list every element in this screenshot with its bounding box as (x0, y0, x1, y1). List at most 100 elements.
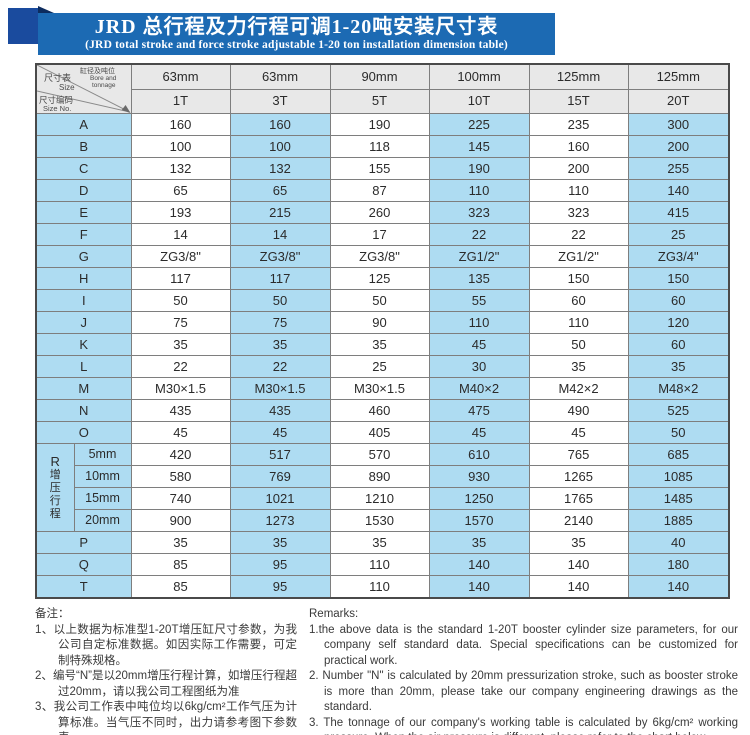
remark-en-item: 1.the above data is the standard 1-20T b… (309, 623, 738, 667)
value-cell: 260 (329, 201, 430, 224)
row-label-cell: P (35, 531, 132, 554)
value-cell: 50 (528, 333, 629, 356)
remarks-cn-heading: 备注： (35, 608, 70, 620)
value-cell: 200 (627, 135, 730, 158)
value-cell: ZG1/2" (428, 245, 530, 268)
value-cell: 900 (130, 509, 231, 532)
bore-header-cell: 125mm (528, 63, 629, 90)
value-cell: 35 (329, 333, 430, 356)
r-subrow-label-cell: 10mm (73, 465, 132, 488)
value-cell: 435 (130, 399, 231, 422)
value-cell: 120 (627, 311, 730, 334)
row-label-cell: E (35, 201, 132, 224)
value-cell: 35 (428, 531, 530, 554)
value-cell: 55 (428, 289, 530, 312)
value-cell: 14 (130, 223, 231, 246)
value-cell: 100 (229, 135, 331, 158)
table-row: I 50 50 50 55 60 60 (35, 289, 730, 312)
value-cell: 405 (329, 421, 430, 444)
value-cell: M30×1.5 (229, 377, 331, 400)
value-cell: 570 (329, 443, 430, 466)
value-cell: 1210 (329, 487, 430, 510)
remark-cn-item: 1、以上数据为标准型1-20T增压缸尺寸参数，为我公司自定标准数据。如因实际工作… (35, 623, 297, 667)
value-cell: 75 (229, 311, 331, 334)
value-cell: 110 (528, 179, 629, 202)
page-subtitle: (JRD total stroke and force stroke adjus… (85, 39, 508, 51)
value-cell: 60 (528, 289, 629, 312)
value-cell: 117 (229, 267, 331, 290)
row-label-cell: G (35, 245, 132, 268)
value-cell: M48×2 (627, 377, 730, 400)
remark-cn-item: 3、我公司工作表中吨位均以6kg/cm²工作气压为计算标准。当气压不同时，出力请… (35, 701, 297, 735)
value-cell: 323 (428, 201, 530, 224)
value-cell: 1530 (329, 509, 430, 532)
remark-cn-item: 2、编号“N”是以20mm增压行程计算，如增压行程超过20mm，请以我公司工程图… (35, 670, 297, 698)
corner-header-cell: 尺寸表 Size 缸径及吨位 Bore and tonnage 尺寸编码 Siz… (35, 63, 132, 114)
table-row: T 85 95 110 140 140 140 (35, 575, 730, 599)
value-cell: 150 (528, 267, 629, 290)
r-subrow-label-cell: 15mm (73, 487, 132, 510)
value-cell: 45 (428, 333, 530, 356)
value-cell: 117 (130, 267, 231, 290)
value-cell: 110 (428, 179, 530, 202)
row-label-cell: Q (35, 553, 132, 576)
dimension-table-body: A 160 160 190 225 235 300 B 100 100 118 145 160 200 C 1… (35, 113, 730, 599)
table-row: J 75 75 90 110 110 120 (35, 311, 730, 334)
page-title: JRD 总行程及力行程可调1-20吨安装尺寸表 (94, 16, 499, 38)
table-row: F 14 14 17 22 22 25 (35, 223, 730, 246)
value-cell: ZG1/2" (528, 245, 629, 268)
value-cell: 193 (130, 201, 231, 224)
value-cell: 415 (627, 201, 730, 224)
value-cell: 35 (329, 531, 430, 554)
value-cell: 765 (528, 443, 629, 466)
value-cell: 1265 (528, 465, 629, 488)
corner-label-bore-cn: 缸径及吨位 (80, 68, 115, 75)
value-cell: 35 (528, 355, 629, 378)
value-cell: 110 (329, 575, 430, 599)
value-cell: 135 (428, 267, 530, 290)
bore-header-cell: 100mm (428, 63, 530, 90)
value-cell: 35 (528, 531, 629, 554)
tonnage-header-cell: 3T (229, 88, 331, 115)
value-cell: M42×2 (528, 377, 629, 400)
value-cell: 25 (329, 355, 430, 378)
value-cell: 580 (130, 465, 231, 488)
value-cell: 14 (229, 223, 331, 246)
value-cell: 890 (329, 465, 430, 488)
value-cell: 140 (528, 575, 629, 599)
row-label-cell: A (35, 113, 132, 136)
value-cell: 25 (627, 223, 730, 246)
value-cell: 435 (229, 399, 331, 422)
value-cell: 145 (428, 135, 530, 158)
value-cell: 65 (130, 179, 231, 202)
value-cell: 1250 (428, 487, 530, 510)
value-cell: 35 (130, 531, 231, 554)
row-label-cell: O (35, 421, 132, 444)
row-label-cell: H (35, 267, 132, 290)
table-row: R 增压行程 5mm 420 517 570 610 765 685 (35, 443, 730, 532)
value-cell: 200 (528, 157, 629, 180)
row-label-cell: I (35, 289, 132, 312)
value-cell: 60 (627, 289, 730, 312)
value-cell: M30×1.5 (329, 377, 430, 400)
table-row: O 45 45 405 45 45 50 (35, 421, 730, 444)
value-cell: 35 (627, 355, 730, 378)
value-cell: 140 (428, 553, 530, 576)
value-cell: 190 (329, 113, 430, 136)
value-cell: 50 (329, 289, 430, 312)
value-cell: 323 (528, 201, 629, 224)
value-cell: 30 (428, 355, 530, 378)
tonnage-header-row: 1T 3T 5T 10T 15T 20T (36, 88, 730, 115)
value-cell: 180 (627, 553, 730, 576)
r-subrow-label-cell: 5mm (73, 443, 132, 466)
value-cell: 95 (229, 575, 331, 599)
value-cell: 2140 (528, 509, 629, 532)
remark-en-item: 2. Number "N" is calculated by 20mm pres… (309, 670, 738, 713)
value-cell: ZG3/8" (229, 245, 331, 268)
table-row: Q 85 95 110 140 140 180 (35, 553, 730, 576)
value-cell: 110 (428, 311, 530, 334)
r-subrow-label-cell: 20mm (73, 509, 132, 532)
table-row: N 435 435 460 475 490 525 (35, 399, 730, 422)
value-cell: 132 (130, 157, 231, 180)
table-row: 20mm 900 1273 1530 1570 2140 1885 (36, 509, 730, 532)
